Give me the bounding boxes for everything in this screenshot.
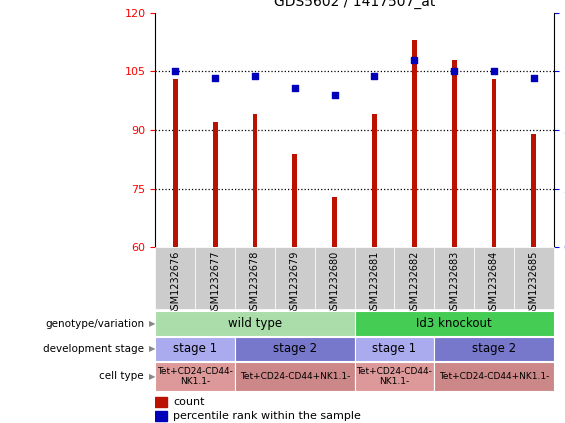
Text: GSM1232682: GSM1232682 — [409, 250, 419, 316]
Point — [370, 73, 379, 80]
Bar — [195, 247, 235, 309]
Point — [529, 75, 538, 82]
Text: cell type: cell type — [99, 371, 144, 382]
Text: genotype/variation: genotype/variation — [45, 319, 144, 329]
Bar — [532, 134, 536, 247]
Point — [250, 73, 259, 80]
Text: Tet+CD24-CD44+NK1.1-: Tet+CD24-CD44+NK1.1- — [439, 372, 549, 381]
Bar — [434, 337, 554, 361]
Bar — [355, 311, 554, 336]
Text: stage 2: stage 2 — [273, 343, 317, 355]
Bar — [155, 411, 167, 421]
Bar — [253, 115, 257, 247]
Text: GSM1232685: GSM1232685 — [529, 250, 539, 316]
Text: GSM1232683: GSM1232683 — [449, 250, 459, 316]
Text: GSM1232680: GSM1232680 — [329, 250, 340, 316]
Bar — [155, 362, 235, 391]
Text: ▶: ▶ — [149, 344, 156, 354]
Text: stage 1: stage 1 — [173, 343, 218, 355]
Text: ▶: ▶ — [149, 319, 156, 328]
Bar — [355, 362, 434, 391]
Bar — [275, 247, 315, 309]
Bar — [372, 115, 377, 247]
Bar — [492, 79, 496, 247]
Text: stage 2: stage 2 — [472, 343, 516, 355]
Bar — [213, 122, 218, 247]
Text: GSM1232676: GSM1232676 — [170, 250, 180, 316]
Bar — [412, 40, 416, 247]
Bar — [514, 247, 554, 309]
Text: GSM1232684: GSM1232684 — [489, 250, 499, 316]
Text: Tet+CD24-CD44-
NK1.1-: Tet+CD24-CD44- NK1.1- — [357, 367, 432, 386]
Text: percentile rank within the sample: percentile rank within the sample — [173, 411, 361, 421]
Bar — [155, 337, 235, 361]
Bar — [474, 247, 514, 309]
Text: Tet+CD24-CD44-
NK1.1-: Tet+CD24-CD44- NK1.1- — [157, 367, 233, 386]
Bar — [315, 247, 355, 309]
Bar — [235, 337, 355, 361]
Title: GDS5602 / 1417507_at: GDS5602 / 1417507_at — [274, 0, 435, 9]
Point — [489, 68, 498, 75]
Text: GSM1232678: GSM1232678 — [250, 250, 260, 316]
Bar — [332, 197, 337, 247]
Text: GSM1232679: GSM1232679 — [290, 250, 300, 316]
Bar — [394, 247, 434, 309]
Bar — [355, 337, 434, 361]
Text: stage 1: stage 1 — [372, 343, 416, 355]
Bar — [452, 60, 457, 247]
Point — [330, 91, 339, 98]
Point — [450, 68, 459, 75]
Point — [290, 85, 299, 91]
Bar — [235, 362, 355, 391]
Text: wild type: wild type — [228, 317, 282, 330]
Point — [211, 75, 220, 82]
Point — [410, 56, 419, 63]
Bar — [173, 79, 177, 247]
Bar — [155, 311, 355, 336]
Bar — [293, 154, 297, 247]
Text: development stage: development stage — [43, 344, 144, 354]
Text: ▶: ▶ — [149, 372, 156, 381]
Text: Id3 knockout: Id3 knockout — [416, 317, 492, 330]
Bar — [434, 247, 474, 309]
Bar — [155, 398, 167, 407]
Bar — [434, 362, 554, 391]
Text: GSM1232681: GSM1232681 — [370, 250, 380, 316]
Text: count: count — [173, 397, 205, 407]
Bar — [235, 247, 275, 309]
Bar — [355, 247, 394, 309]
Point — [171, 68, 180, 75]
Text: Tet+CD24-CD44+NK1.1-: Tet+CD24-CD44+NK1.1- — [240, 372, 350, 381]
Bar — [155, 247, 195, 309]
Text: GSM1232677: GSM1232677 — [210, 250, 220, 316]
